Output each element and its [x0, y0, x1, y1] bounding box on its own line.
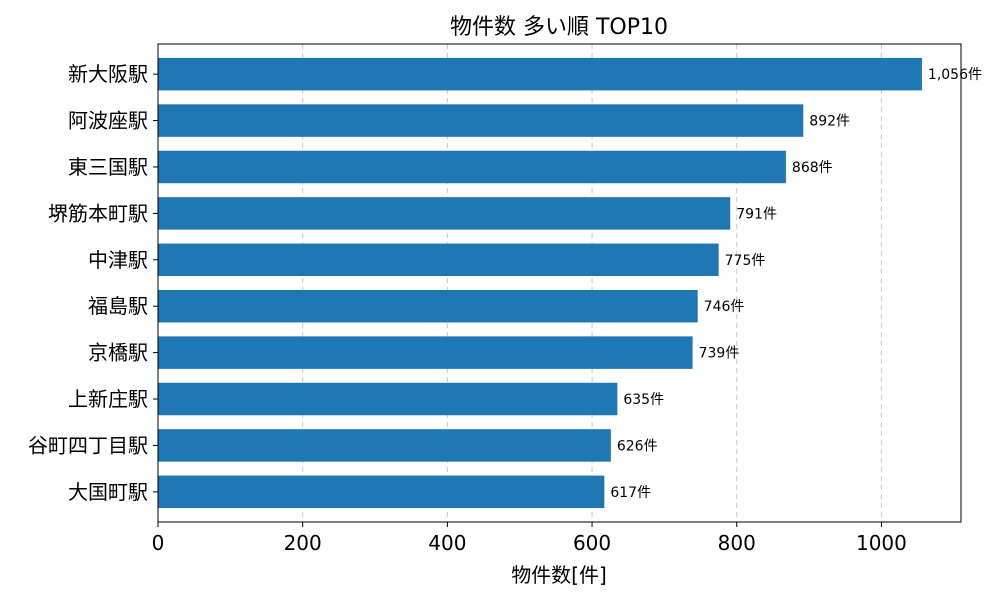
data-labels: 1,056件 892件 868件 791件 775件 746件 739件 635件 626件 61… — [610, 67, 982, 501]
chart-title: 物件数 多い順 TOP10 — [450, 15, 668, 40]
plot-frame — [157, 43, 962, 523]
y-tick-label: 新大阪駅 — [68, 62, 148, 86]
bar — [158, 382, 618, 416]
bar — [158, 475, 605, 509]
y-tick-label: 京橋駅 — [88, 341, 148, 365]
data-label: 635件 — [623, 392, 664, 408]
bar — [158, 104, 804, 137]
data-label: 868件 — [792, 160, 833, 176]
data-label: 746件 — [704, 299, 745, 315]
x-tick-label: 800 — [718, 531, 756, 555]
y-tick-label: 堺筋本町駅 — [48, 201, 148, 225]
y-tick-label: 上新庄駅 — [68, 387, 148, 411]
x-tick-label: 400 — [428, 531, 466, 555]
data-label: 739件 — [699, 346, 740, 362]
data-label: 892件 — [809, 114, 850, 130]
bar — [158, 336, 693, 369]
y-tick-label: 阿波座駅 — [68, 109, 148, 133]
data-label: 617件 — [610, 485, 651, 501]
bar — [158, 150, 786, 184]
bar — [158, 197, 731, 230]
x-tick-label: 1000 — [856, 531, 907, 555]
y-tick-label: 福島駅 — [88, 294, 148, 318]
bar — [158, 289, 698, 323]
x-tick-label: 600 — [573, 531, 611, 555]
y-tick-label: 東三国駅 — [68, 155, 148, 179]
bar — [158, 57, 922, 91]
x-tick-label: 200 — [284, 531, 322, 555]
x-axis-label: 物件数[件] — [511, 563, 607, 587]
data-label: 626件 — [617, 438, 658, 454]
data-label: 775件 — [725, 253, 766, 269]
data-label: 791件 — [736, 206, 777, 222]
bar — [158, 243, 719, 277]
bar — [158, 429, 611, 462]
data-label: 1,056件 — [928, 67, 982, 83]
y-tick-label: 大国町駅 — [68, 480, 148, 504]
y-tick-label: 谷町四丁目駅 — [28, 433, 148, 457]
x-tick-label: 0 — [152, 531, 165, 555]
x-axis-ticks: 0 200 400 600 800 1000 — [152, 522, 907, 555]
bars — [158, 57, 922, 509]
y-tick-label: 中津駅 — [88, 248, 148, 272]
